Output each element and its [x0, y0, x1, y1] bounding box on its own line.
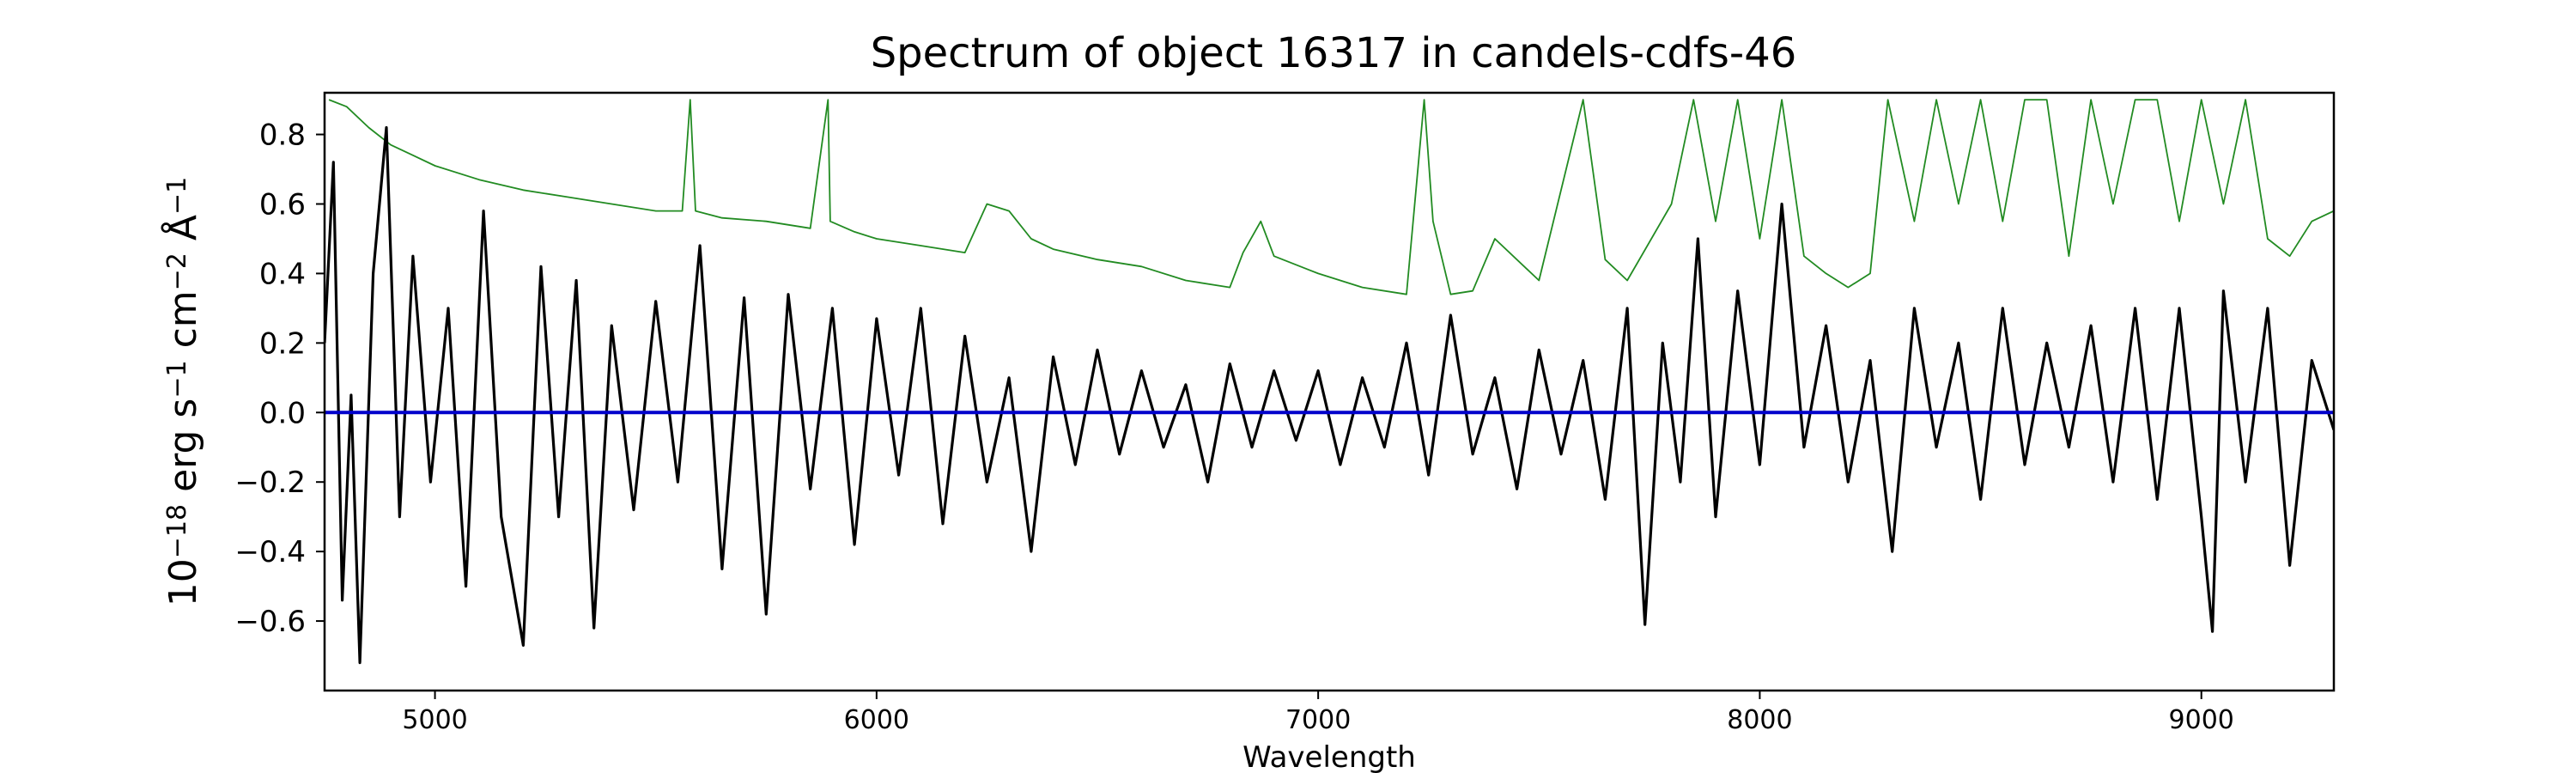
y-label-superscript: −1 [162, 360, 192, 398]
x-tick-label: 5000 [402, 705, 467, 735]
y-tick-label: −0.4 [234, 535, 306, 569]
y-label-part: erg s [161, 399, 205, 504]
y-label-superscript: −2 [162, 253, 192, 290]
x-tick-label: 8000 [1727, 705, 1792, 735]
series-line-error [328, 99, 2334, 295]
y-tick-label: −0.2 [234, 466, 306, 500]
x-axis-label: Wavelength [1242, 740, 1416, 773]
y-label-superscript: −1 [162, 177, 192, 215]
y-tick-label: −0.6 [234, 605, 306, 639]
y-label-part: 10 [161, 558, 205, 606]
y-tick-label: 0.0 [259, 396, 306, 430]
y-axis: −0.6 −0.4 −0.2 0.0 0.2 0.4 0.6 0.8 [234, 119, 325, 639]
plot-area [323, 91, 2336, 692]
y-tick-label: 0.8 [259, 119, 306, 153]
x-tick-label: 9000 [2169, 705, 2234, 735]
x-tick-label: 7000 [1285, 705, 1351, 735]
series-layer [325, 99, 2334, 665]
x-tick-label: 6000 [844, 705, 909, 735]
plot-frame [323, 91, 2336, 692]
y-label-superscript: −18 [162, 504, 192, 558]
y-label-part: Å [160, 215, 205, 253]
series-line-flux [325, 125, 2334, 665]
chart-title: Spectrum of object 16317 in candels-cdfs… [871, 29, 1797, 77]
y-axis-label: 10−18 erg s−1 cm−2 Å−1 [160, 177, 205, 606]
y-label-part: cm [161, 290, 205, 360]
y-tick-label: 0.2 [259, 326, 306, 361]
y-tick-label: 0.6 [259, 187, 306, 222]
x-axis: 5000 6000 7000 8000 9000 [402, 691, 2234, 735]
y-tick-label: 0.4 [259, 257, 306, 291]
